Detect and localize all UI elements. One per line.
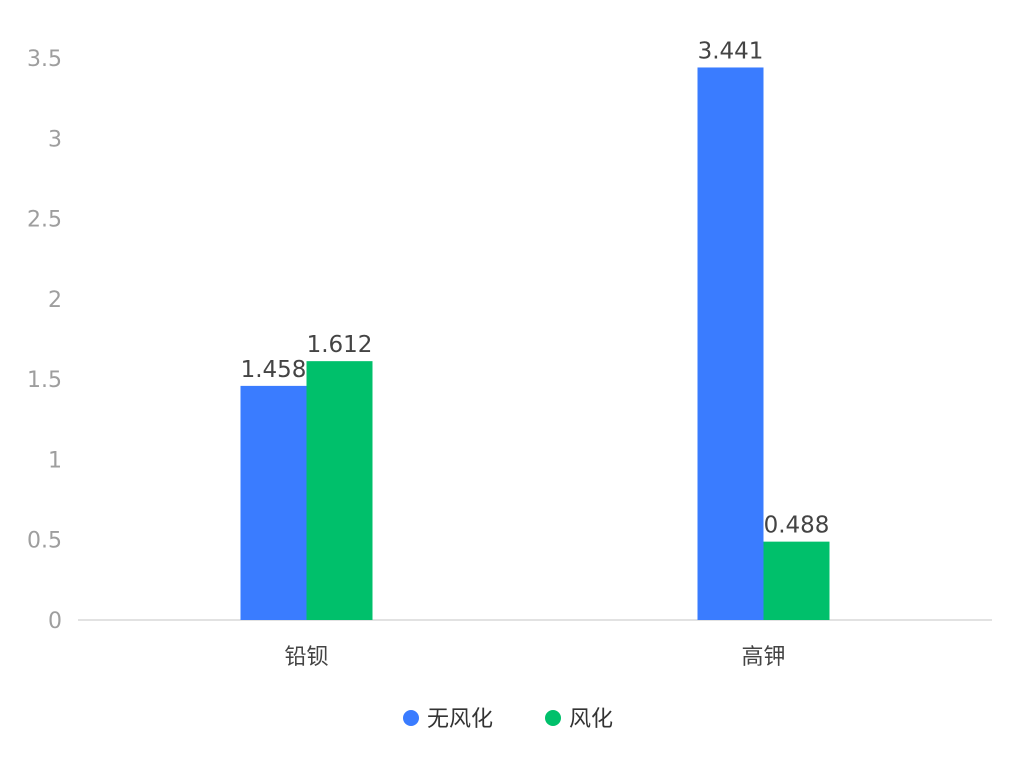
- legend-item[interactable]: 无风化: [403, 707, 493, 732]
- category-labels: 铅钡 高钾: [284, 645, 785, 670]
- bar: [763, 541, 830, 620]
- legend-item[interactable]: 风化: [545, 707, 613, 732]
- y-axis-ticks: 0 0.5 1 1.5 2 2.5 3 3.5: [27, 47, 62, 634]
- bar: [697, 67, 764, 621]
- y-tick-label: 3.5: [27, 47, 62, 72]
- y-tick-label: 1: [48, 448, 62, 473]
- bar: [306, 361, 373, 620]
- legend-marker: [403, 710, 419, 726]
- y-tick-label: 0: [48, 609, 62, 634]
- y-tick-label: 1.5: [27, 368, 62, 393]
- data-label: 1.458: [241, 357, 307, 383]
- legend[interactable]: 无风化 风化: [403, 707, 613, 732]
- data-label: 0.488: [764, 513, 830, 539]
- legend-label: 无风化: [427, 707, 493, 732]
- legend-label: 风化: [569, 707, 613, 732]
- y-tick-label: 0.5: [27, 529, 62, 554]
- legend-marker: [545, 710, 561, 726]
- bar: [240, 385, 307, 620]
- y-tick-label: 3: [48, 127, 62, 152]
- bars: [240, 67, 830, 621]
- y-tick-label: 2.5: [27, 208, 62, 233]
- y-tick-label: 2: [48, 288, 62, 313]
- category-label: 铅钡: [284, 645, 328, 670]
- category-label: 高钾: [741, 645, 785, 670]
- data-label: 3.441: [698, 38, 764, 64]
- data-label: 1.612: [307, 332, 373, 358]
